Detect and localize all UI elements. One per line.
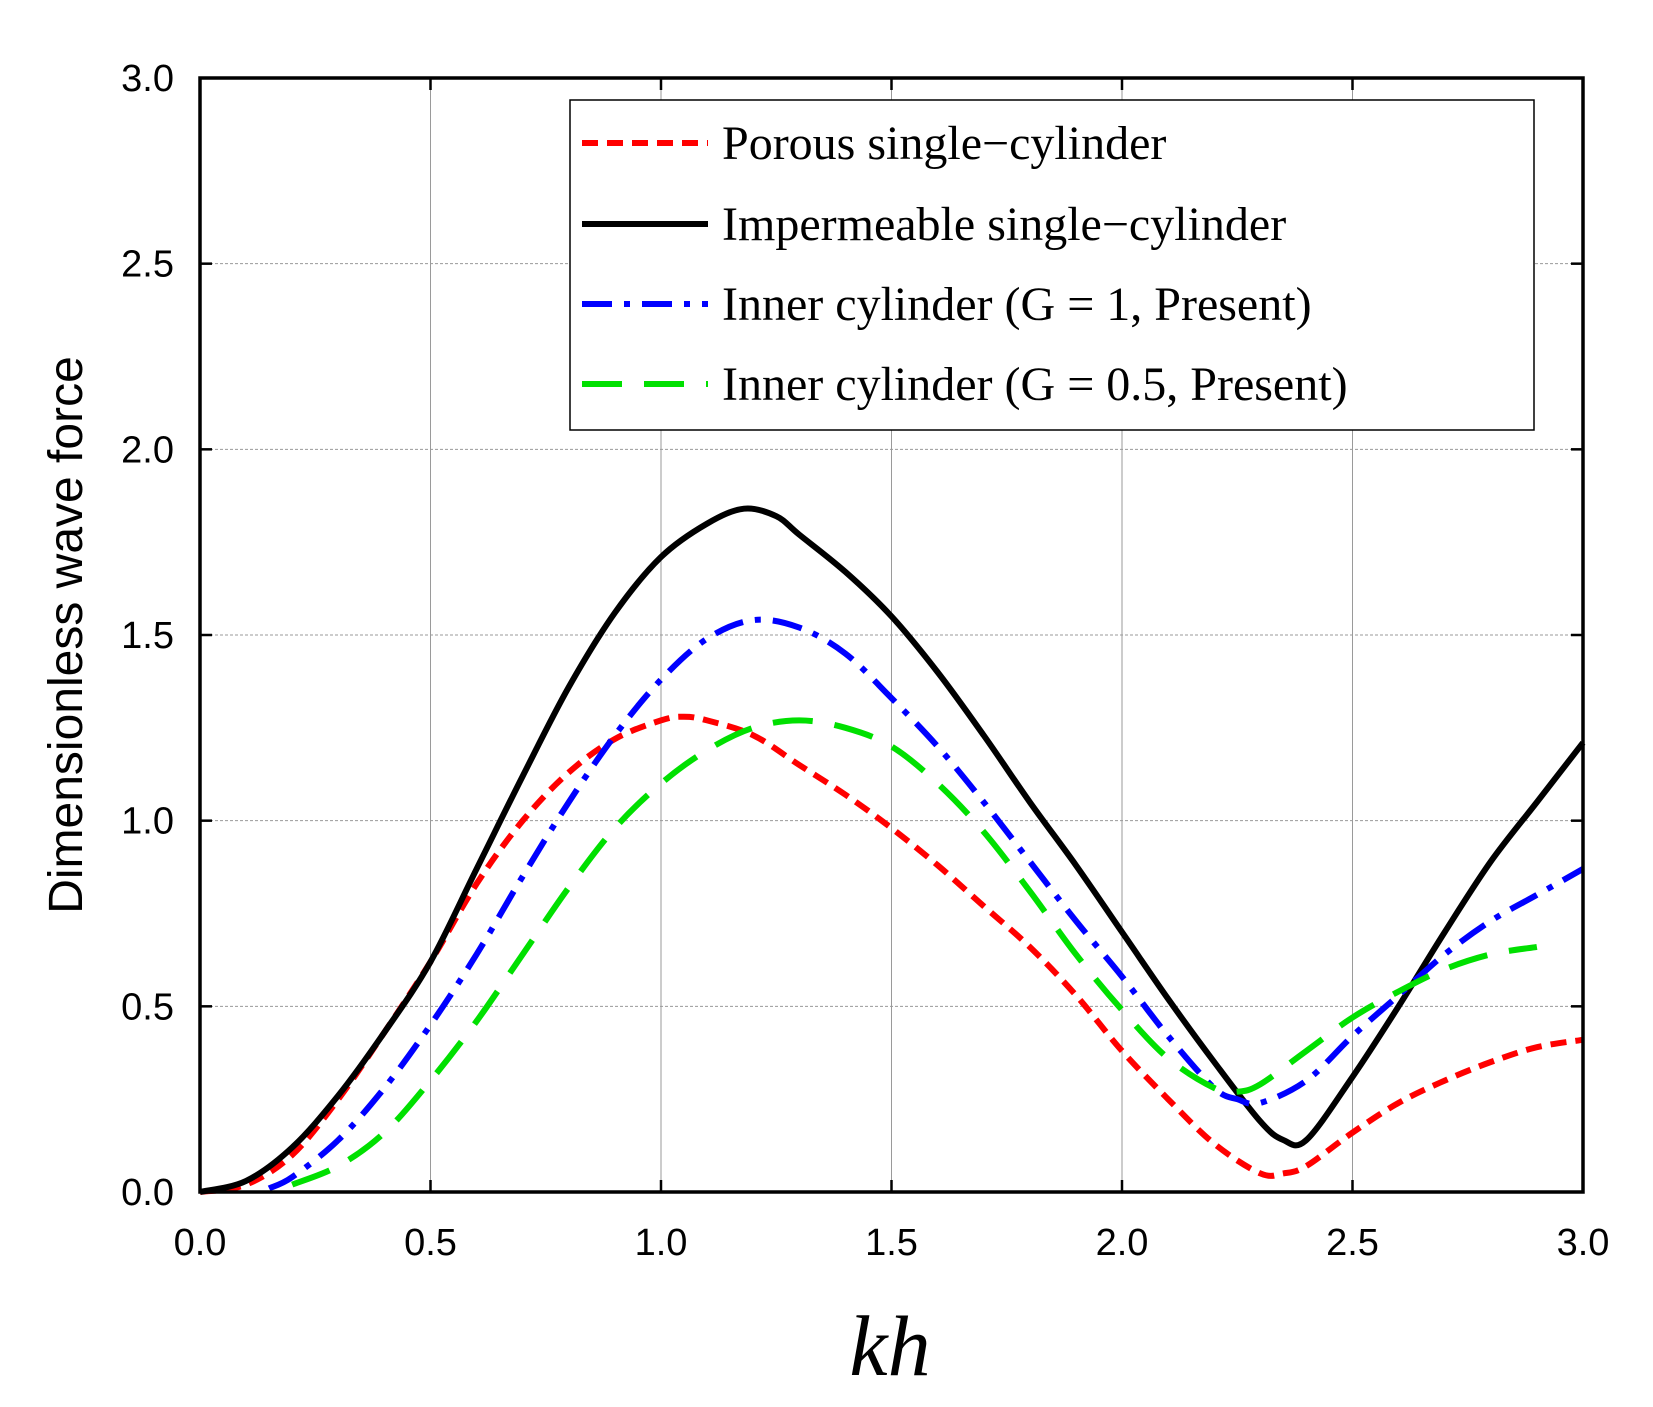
x-tick-label: 1.5 (865, 1222, 918, 1264)
series-line-3 (291, 717, 1538, 1188)
y-tick-label: 1.0 (121, 801, 174, 843)
ticks-layer (198, 76, 1585, 1194)
legend-label-2: Inner cylinder (G = 1, Present) (722, 278, 1312, 331)
series-line-2 (267, 616, 1585, 1192)
ticklabel-layer: 0.0 0.5 1.0 1.5 2.0 2.5 3.0 0.0 0.5 1.0 1.5 2.0 2.5 3… (121, 58, 1609, 1264)
x-tick-label: 3.0 (1557, 1222, 1610, 1264)
y-tick-label: 2.0 (121, 429, 174, 471)
x-tick-label: 2.5 (1326, 1222, 1379, 1264)
series-line-1 (199, 505, 1586, 1195)
x-tick-label: 1.0 (635, 1222, 688, 1264)
y-axis-label: Dimensionless wave force (40, 356, 93, 914)
legend-label-1: Impermeable single−cylinder (722, 198, 1286, 251)
x-tick-label: 2.0 (1096, 1222, 1149, 1264)
x-tick-label: 0.5 (404, 1222, 457, 1264)
y-tick-label: 2.5 (121, 244, 174, 286)
series-layer (199, 505, 1586, 1195)
legend-box (569, 99, 1535, 431)
x-tick-label: 0.0 (174, 1222, 227, 1264)
legend-label-0: Porous single−cylinder (722, 117, 1166, 170)
y-tick-label: 3.0 (121, 58, 174, 100)
y-tick-label: 0.5 (121, 986, 174, 1028)
x-axis-label: kh (849, 1298, 930, 1394)
y-tick-label: 0.0 (121, 1172, 174, 1214)
legend-label-3: Inner cylinder (G = 0.5, Present) (722, 358, 1348, 411)
legend: Porous single−cylinder Impermeable single… (569, 99, 1535, 431)
legend-items: Porous single−cylinder Impermeable single… (582, 117, 1348, 411)
y-tick-label: 1.5 (121, 615, 174, 657)
